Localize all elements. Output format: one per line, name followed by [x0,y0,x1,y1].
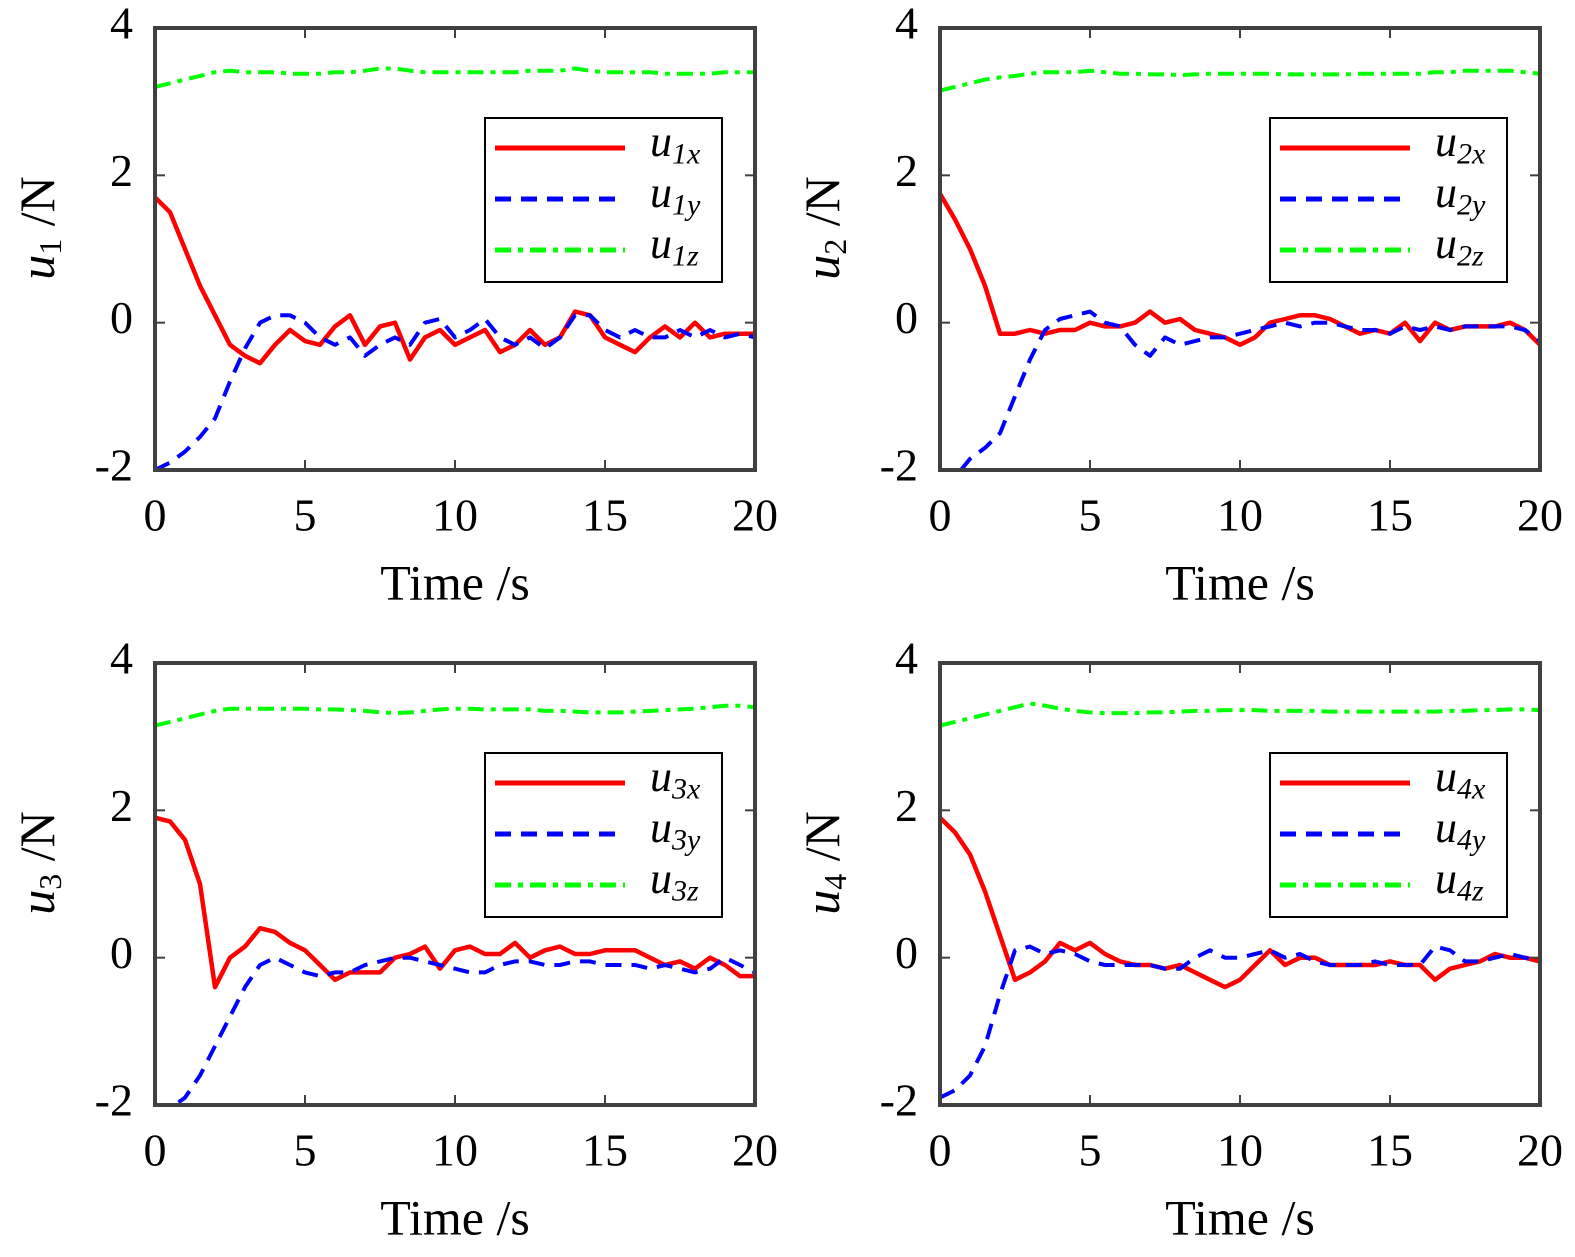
x-axis-label: Time /s [1165,1189,1315,1245]
x-tick-label: 0 [144,1125,167,1176]
y-axis-label: u3 /N [9,811,68,915]
x-tick-label: 0 [144,490,167,541]
x-axis-label: Time /s [380,554,530,610]
y-tick-label: 0 [110,927,133,978]
legend-label: u2y [1435,168,1486,221]
y-tick-label: -2 [880,1075,918,1126]
y-tick-label: 4 [110,633,133,684]
series-line [155,195,755,366]
axes-frame [153,26,757,472]
legend-label: u1y [650,168,701,221]
x-tick-label: 5 [294,490,317,541]
x-tick-label: 10 [1217,490,1263,541]
legend-label: u4x [1435,752,1486,805]
x-tick-label: 20 [1517,490,1563,541]
legend-label: u3z [650,854,699,907]
x-tick-label: 5 [1079,490,1102,541]
series-line [155,955,755,1105]
legend-label: u2z [1435,219,1484,272]
y-tick-label: 4 [895,633,918,684]
y-tick-label: 2 [110,780,133,831]
x-tick-label: 20 [732,1125,778,1176]
y-tick-label: 2 [895,780,918,831]
x-tick-label: 20 [1517,1125,1563,1176]
y-tick-label: 4 [895,0,918,49]
series-line [940,701,1540,728]
axes-frame [938,661,1542,1107]
legend-label: u4y [1435,803,1486,856]
legend-label: u1x [650,117,701,170]
series-line [940,68,1540,93]
axes-frame [153,661,757,1107]
legend-label: u1z [650,219,699,272]
y-axis-label: u4 /N [794,811,853,915]
series-line [940,192,1540,348]
x-tick-label: 15 [1367,1125,1413,1176]
y-tick-label: 0 [895,927,918,978]
y-axis-label: u2 /N [794,176,853,280]
y-tick-label: -2 [95,1075,133,1126]
x-tick-label: 20 [732,490,778,541]
legend-label: u3x [650,752,701,805]
legend-label: u4z [1435,854,1484,907]
series-line [155,703,755,728]
series-line [155,815,755,990]
x-tick-label: 0 [929,490,952,541]
series-line [940,816,1540,990]
legend-label: u3y [650,803,701,856]
series-line [155,313,755,470]
y-tick-label: 2 [110,145,133,196]
x-tick-label: 15 [582,1125,628,1176]
y-tick-label: -2 [95,440,133,491]
x-tick-label: 0 [929,1125,952,1176]
x-tick-label: 5 [1079,1125,1102,1176]
series-line [940,944,1540,1100]
y-tick-label: 0 [110,292,133,343]
y-tick-label: 2 [895,145,918,196]
y-axis-label: u1 /N [9,176,68,280]
x-tick-label: 15 [1367,490,1413,541]
x-tick-label: 10 [1217,1125,1263,1176]
y-tick-label: 0 [895,292,918,343]
series-line [940,309,1540,470]
x-tick-label: 5 [294,1125,317,1176]
x-tick-label: 10 [432,490,478,541]
y-tick-label: 4 [110,0,133,49]
x-axis-label: Time /s [1165,554,1315,610]
axes-frame [938,26,1542,472]
legend-label: u2x [1435,117,1486,170]
x-tick-label: 10 [432,1125,478,1176]
x-axis-label: Time /s [380,1189,530,1245]
y-tick-label: -2 [880,440,918,491]
series-line [155,66,755,89]
x-tick-label: 15 [582,490,628,541]
